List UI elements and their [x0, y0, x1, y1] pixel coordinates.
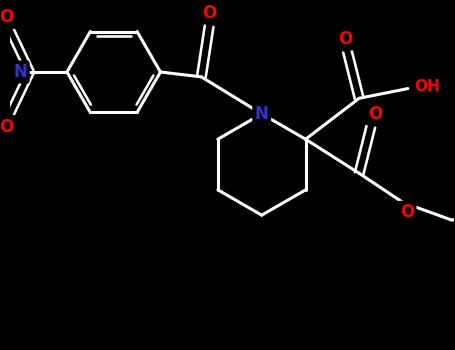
Text: O: O — [0, 118, 14, 135]
Text: N: N — [255, 105, 268, 123]
Text: N: N — [13, 63, 27, 81]
Text: O: O — [202, 4, 216, 22]
Text: O: O — [368, 105, 382, 123]
Text: O: O — [339, 30, 353, 48]
Text: OH: OH — [415, 79, 440, 94]
Text: O: O — [400, 203, 414, 221]
Text: O: O — [0, 8, 14, 27]
